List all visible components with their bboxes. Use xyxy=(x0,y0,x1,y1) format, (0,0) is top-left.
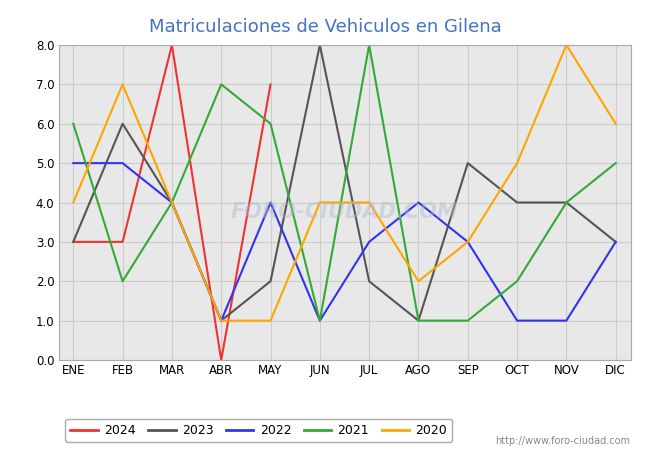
Legend: 2024, 2023, 2022, 2021, 2020: 2024, 2023, 2022, 2021, 2020 xyxy=(65,419,452,442)
Text: FORO-CIUDAD.COM: FORO-CIUDAD.COM xyxy=(231,202,458,222)
Text: Matriculaciones de Vehiculos en Gilena: Matriculaciones de Vehiculos en Gilena xyxy=(149,18,501,36)
Text: http://www.foro-ciudad.com: http://www.foro-ciudad.com xyxy=(495,436,630,446)
